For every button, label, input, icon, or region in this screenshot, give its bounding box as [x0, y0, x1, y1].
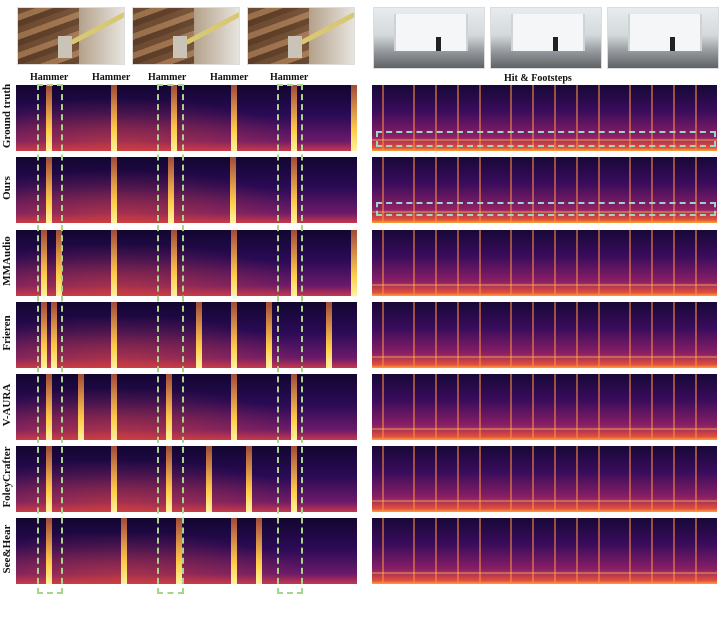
label-hammer-4: Hammer: [210, 72, 249, 83]
highlight-band-ours: [376, 202, 716, 216]
label-hammer-2: Hammer: [92, 72, 131, 83]
spectrogram-hammer-4: [16, 374, 357, 440]
highlight-band-ground-truth: [376, 131, 716, 147]
label-hammer-5: Hammer: [270, 72, 309, 83]
video-frame-court-2: [490, 7, 602, 69]
label-hit-footsteps: Hit & Footsteps: [504, 73, 572, 84]
spectrogram-hammer-2: [16, 230, 357, 296]
spectrogram-hit-5: [372, 446, 717, 512]
spectrogram-hammer-6: [16, 518, 357, 584]
video-frame-hammer-3: [247, 7, 355, 65]
row-label-6: See&Hear: [1, 524, 13, 574]
video-frame-hammer-1: [17, 7, 125, 65]
spectrogram-hit-4: [372, 374, 717, 440]
highlight-column-1: [37, 84, 63, 594]
highlight-column-3: [277, 84, 303, 594]
spectrogram-hammer-3: [16, 302, 357, 368]
label-hammer-1: Hammer: [30, 72, 69, 83]
spectrogram-hit-1: [372, 157, 717, 223]
video-frame-hammer-2: [132, 7, 240, 65]
spectrogram-hit-0: [372, 85, 717, 151]
video-frame-court-3: [607, 7, 719, 69]
label-hammer-3: Hammer: [148, 72, 187, 83]
spectrogram-hit-2: [372, 230, 717, 296]
spectrogram-hit-6: [372, 518, 717, 584]
spectrogram-hammer-5: [16, 446, 357, 512]
video-frame-court-1: [373, 7, 485, 69]
spectrogram-hammer-0: [16, 85, 357, 151]
spectrogram-hit-3: [372, 302, 717, 368]
highlight-column-2: [157, 84, 184, 594]
spectrogram-hammer-1: [16, 157, 357, 223]
